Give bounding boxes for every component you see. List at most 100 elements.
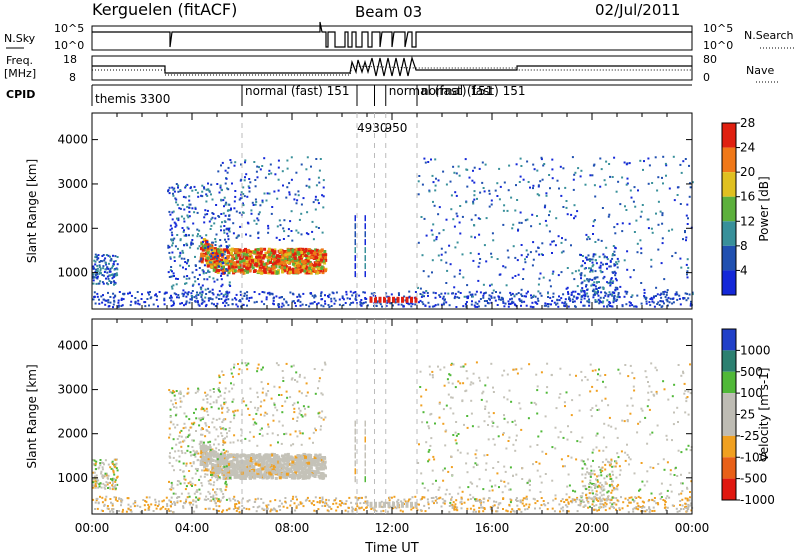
range-cell — [297, 194, 300, 197]
range-cell — [187, 216, 190, 219]
range-cell — [536, 297, 539, 300]
range-cell — [130, 300, 133, 303]
range-cell — [617, 260, 620, 263]
range-cell — [273, 248, 277, 252]
range-cell — [639, 239, 642, 242]
range-cell — [103, 486, 106, 489]
range-cell — [169, 224, 172, 227]
range-cell — [118, 291, 121, 293]
range-cell — [188, 199, 191, 202]
range-cell — [204, 464, 208, 468]
range-cell — [674, 293, 677, 296]
range-cell — [114, 260, 117, 262]
range-cell — [211, 252, 214, 254]
range-cell — [435, 496, 438, 498]
range-cell — [179, 207, 182, 210]
range-cell — [620, 496, 622, 499]
range-cell — [364, 500, 367, 503]
range-cell — [624, 497, 627, 500]
range-cell — [182, 266, 184, 269]
range-cell — [158, 503, 160, 506]
range-cell — [173, 292, 176, 295]
range-cell — [231, 464, 235, 468]
range-cell — [111, 502, 114, 505]
range-cell — [282, 505, 285, 508]
range-cell — [609, 282, 612, 285]
range-cell — [657, 223, 660, 226]
range-cell — [220, 164, 222, 167]
range-cell — [239, 477, 243, 480]
range-cell — [211, 241, 214, 244]
range-cell — [290, 230, 293, 232]
range-cell — [372, 294, 375, 297]
range-cell — [248, 190, 251, 193]
range-cell — [180, 492, 183, 495]
range-cell — [490, 203, 493, 206]
range-cell — [222, 199, 225, 202]
range-cell — [427, 501, 430, 504]
range-cell — [109, 301, 112, 304]
range-cell — [212, 277, 215, 280]
range-cell — [268, 291, 271, 294]
range-cell — [361, 496, 363, 499]
range-cell — [198, 304, 201, 307]
range-cell — [222, 294, 225, 297]
range-cell — [593, 219, 596, 222]
cpid-segment-label: themis 3300 — [95, 92, 170, 106]
range-cell — [210, 466, 214, 470]
range-cell — [516, 499, 519, 502]
range-cell — [267, 247, 271, 251]
range-cell — [397, 292, 400, 295]
range-cell — [172, 194, 175, 197]
range-cell — [615, 508, 617, 511]
range-cell — [268, 169, 271, 172]
range-cell — [438, 497, 441, 500]
range-cell — [305, 454, 309, 458]
range-cell — [220, 457, 224, 461]
range-cell — [600, 261, 603, 264]
range-cell — [319, 158, 322, 160]
range-cell — [398, 294, 400, 296]
range-cell — [96, 295, 99, 298]
range-cell — [632, 510, 635, 513]
range-cell — [188, 501, 191, 504]
range-cell — [194, 391, 197, 394]
range-cell — [96, 482, 99, 485]
range-cell — [482, 501, 485, 504]
range-cell — [287, 252, 291, 256]
range-cell — [146, 298, 149, 300]
range-cell — [324, 505, 327, 507]
range-cell — [613, 263, 616, 266]
range-cell — [290, 156, 293, 159]
range-cell — [110, 501, 112, 504]
range-cell — [424, 161, 427, 164]
range-cell — [597, 500, 600, 502]
range-cell — [200, 236, 203, 239]
range-cell — [230, 247, 234, 251]
range-cell — [520, 293, 523, 296]
range-cell — [299, 474, 303, 478]
range-cell — [319, 294, 322, 297]
range-cell — [605, 262, 608, 265]
range-cell — [220, 229, 222, 232]
range-cell — [253, 301, 256, 304]
range-cell — [305, 168, 308, 171]
range-cell — [271, 248, 274, 252]
range-cell — [686, 509, 689, 512]
range-cell — [424, 304, 427, 307]
range-cell — [182, 505, 185, 508]
range-cell — [481, 181, 484, 184]
range-cell — [221, 510, 224, 513]
range-cell — [228, 248, 232, 252]
range-cell — [259, 204, 262, 207]
range-cell — [278, 251, 282, 255]
range-cell — [112, 303, 115, 306]
range-cell — [686, 292, 689, 295]
range-cell — [125, 510, 128, 513]
range-cell — [548, 279, 551, 282]
range-cell — [200, 288, 203, 291]
range-cell — [246, 454, 250, 458]
range-cell — [215, 428, 218, 431]
range-cell — [207, 182, 209, 185]
range-cell — [350, 501, 353, 504]
